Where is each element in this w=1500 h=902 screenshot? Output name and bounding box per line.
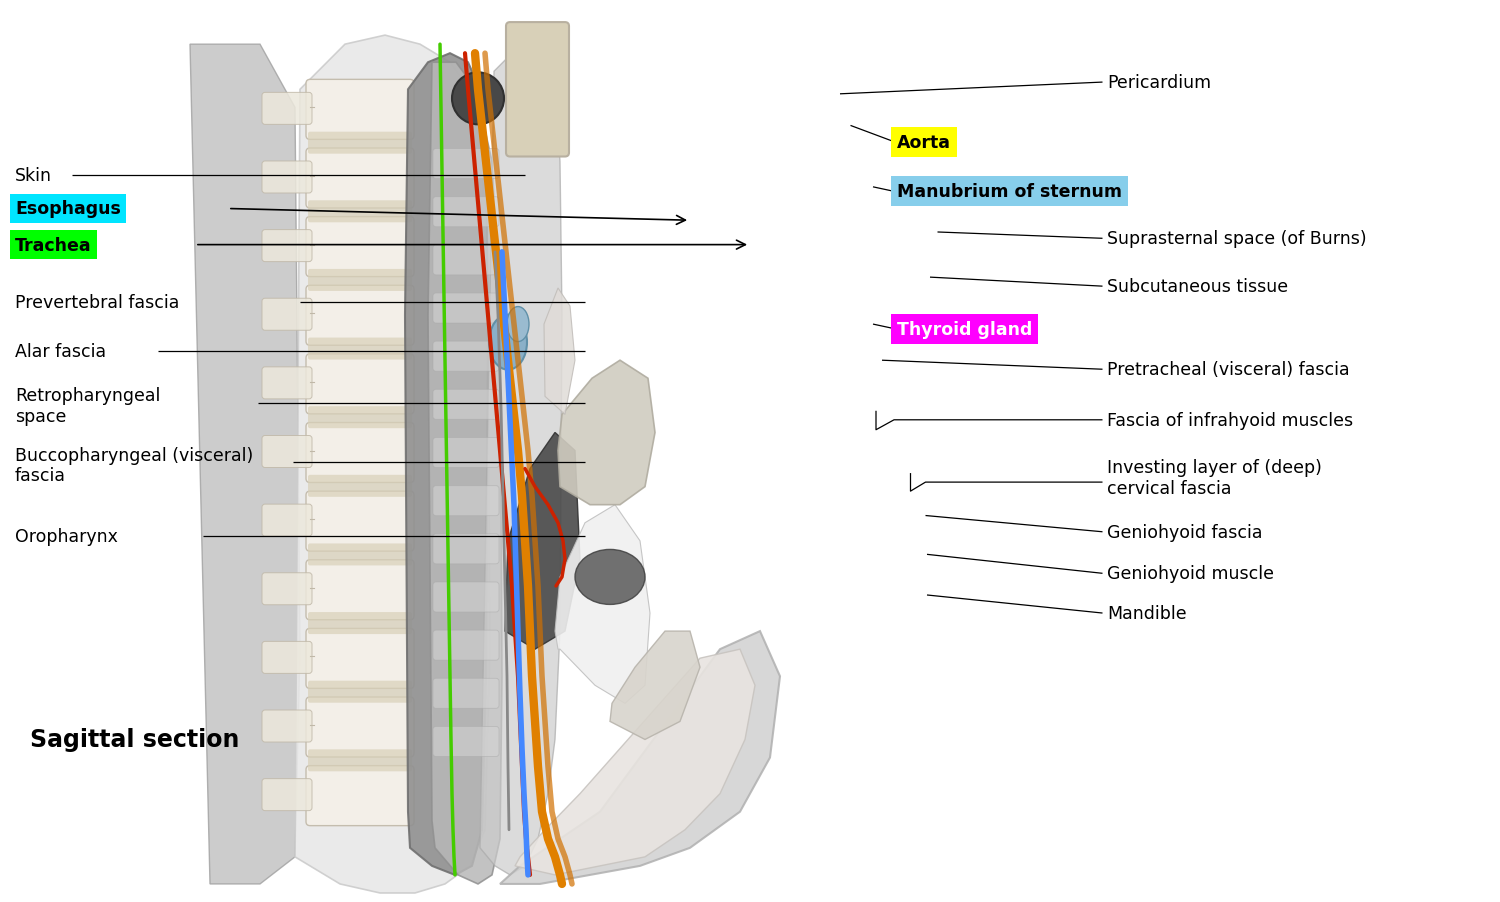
FancyBboxPatch shape — [262, 367, 312, 400]
FancyBboxPatch shape — [306, 80, 414, 140]
Text: Pretracheal (visceral) fascia: Pretracheal (visceral) fascia — [1107, 361, 1350, 379]
Text: Buccopharyngeal (visceral)
fascia: Buccopharyngeal (visceral) fascia — [15, 446, 254, 484]
FancyBboxPatch shape — [433, 583, 500, 612]
FancyBboxPatch shape — [433, 486, 500, 516]
FancyBboxPatch shape — [262, 504, 312, 537]
Polygon shape — [555, 505, 650, 704]
FancyBboxPatch shape — [433, 534, 500, 564]
FancyBboxPatch shape — [433, 438, 500, 468]
FancyBboxPatch shape — [262, 161, 312, 194]
FancyBboxPatch shape — [306, 766, 414, 825]
FancyBboxPatch shape — [308, 133, 413, 154]
Polygon shape — [296, 36, 490, 893]
Text: Oropharynx: Oropharynx — [15, 528, 119, 546]
FancyBboxPatch shape — [308, 270, 413, 291]
FancyBboxPatch shape — [262, 93, 312, 125]
Polygon shape — [500, 631, 780, 884]
Text: Geniohyoid fascia: Geniohyoid fascia — [1107, 523, 1263, 541]
FancyBboxPatch shape — [306, 560, 414, 620]
FancyBboxPatch shape — [433, 198, 500, 227]
Polygon shape — [405, 54, 488, 875]
FancyBboxPatch shape — [262, 573, 312, 605]
FancyBboxPatch shape — [306, 149, 414, 208]
FancyBboxPatch shape — [433, 630, 500, 660]
Text: Alar fascia: Alar fascia — [15, 343, 106, 361]
Polygon shape — [610, 631, 701, 740]
FancyBboxPatch shape — [306, 217, 414, 277]
Polygon shape — [190, 45, 300, 884]
FancyBboxPatch shape — [433, 294, 500, 324]
Text: Mandible: Mandible — [1107, 604, 1186, 622]
FancyBboxPatch shape — [262, 230, 312, 262]
FancyBboxPatch shape — [433, 150, 500, 179]
FancyBboxPatch shape — [262, 641, 312, 674]
FancyBboxPatch shape — [308, 544, 413, 566]
FancyBboxPatch shape — [306, 697, 414, 757]
Polygon shape — [427, 63, 502, 884]
Ellipse shape — [489, 316, 526, 370]
FancyBboxPatch shape — [308, 201, 413, 223]
FancyBboxPatch shape — [306, 629, 414, 688]
FancyBboxPatch shape — [506, 23, 568, 157]
Polygon shape — [506, 433, 580, 649]
Polygon shape — [514, 649, 754, 875]
FancyBboxPatch shape — [308, 407, 413, 428]
FancyBboxPatch shape — [433, 390, 500, 419]
Text: Manubrium of sternum: Manubrium of sternum — [897, 183, 1122, 201]
Text: Retropharyngeal
space: Retropharyngeal space — [15, 387, 160, 425]
Text: Thyroid gland: Thyroid gland — [897, 320, 1032, 338]
FancyBboxPatch shape — [433, 678, 500, 708]
FancyBboxPatch shape — [262, 436, 312, 468]
Text: Pericardium: Pericardium — [1107, 74, 1210, 92]
Polygon shape — [544, 289, 574, 415]
Text: Subcutaneous tissue: Subcutaneous tissue — [1107, 278, 1288, 296]
FancyBboxPatch shape — [306, 286, 414, 345]
Text: Aorta: Aorta — [897, 133, 951, 152]
FancyBboxPatch shape — [308, 475, 413, 497]
Text: Fascia of infrahyoid muscles: Fascia of infrahyoid muscles — [1107, 411, 1353, 429]
FancyBboxPatch shape — [306, 423, 414, 483]
FancyBboxPatch shape — [262, 299, 312, 331]
Text: Skin: Skin — [15, 167, 52, 185]
Text: Suprasternal space (of Burns): Suprasternal space (of Burns) — [1107, 230, 1366, 248]
FancyBboxPatch shape — [433, 245, 500, 275]
FancyBboxPatch shape — [262, 778, 312, 811]
Text: Investing layer of (deep)
cervical fascia: Investing layer of (deep) cervical fasci… — [1107, 459, 1322, 497]
FancyBboxPatch shape — [308, 750, 413, 771]
Text: Trachea: Trachea — [15, 236, 92, 254]
Polygon shape — [558, 361, 656, 505]
Text: Esophagus: Esophagus — [15, 200, 122, 218]
Ellipse shape — [574, 550, 645, 604]
FancyBboxPatch shape — [308, 612, 413, 634]
Ellipse shape — [507, 308, 530, 342]
FancyBboxPatch shape — [433, 342, 500, 372]
FancyBboxPatch shape — [306, 492, 414, 551]
Text: Sagittal section: Sagittal section — [30, 728, 240, 751]
FancyBboxPatch shape — [262, 710, 312, 742]
Text: Prevertebral fascia: Prevertebral fascia — [15, 294, 180, 312]
FancyBboxPatch shape — [308, 338, 413, 360]
Circle shape — [452, 73, 504, 125]
Text: Geniohyoid muscle: Geniohyoid muscle — [1107, 565, 1274, 583]
Polygon shape — [480, 45, 562, 875]
FancyBboxPatch shape — [308, 681, 413, 703]
FancyBboxPatch shape — [306, 354, 414, 414]
FancyBboxPatch shape — [433, 727, 500, 757]
